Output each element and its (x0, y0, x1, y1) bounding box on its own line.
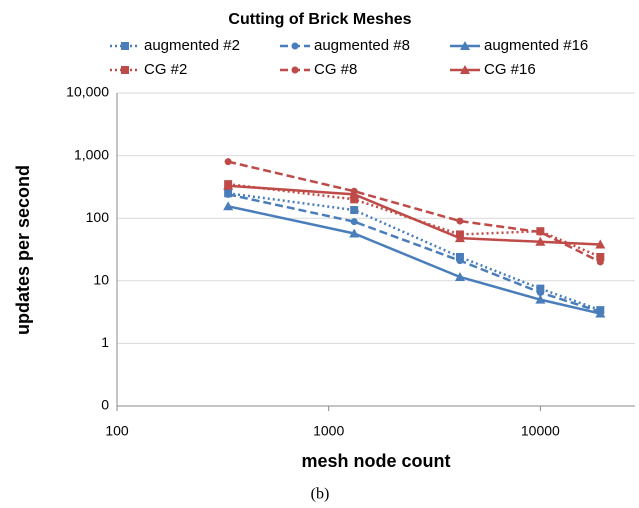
y-tick-label: 0 (101, 397, 109, 413)
chart-title: Cutting of Brick Meshes (228, 11, 411, 28)
x-tick-label: 100 (105, 423, 129, 439)
legend-label: CG #16 (484, 61, 536, 78)
marker (224, 158, 232, 166)
marker (224, 190, 232, 198)
y-tick-label: 10,000 (66, 84, 109, 100)
y-tick-label: 1 (101, 334, 109, 350)
marker (595, 239, 606, 249)
marker (291, 66, 299, 74)
marker (350, 206, 359, 215)
marker (535, 236, 546, 246)
marker (455, 252, 464, 261)
marker (350, 218, 358, 226)
marker (456, 257, 464, 265)
marker (596, 252, 605, 261)
legend-label: CG #8 (314, 61, 357, 78)
marker (536, 289, 544, 297)
caption: (b) (311, 486, 330, 503)
marker (223, 201, 234, 211)
series-line (227, 160, 601, 264)
marker (596, 258, 604, 266)
y-tick-label: 100 (86, 209, 110, 225)
marker (536, 284, 545, 293)
marker (121, 66, 129, 74)
legend-label: CG #2 (144, 61, 187, 78)
y-tick-label: 1,000 (74, 146, 109, 162)
x-tick-label: 1000 (313, 423, 344, 439)
marker (460, 41, 470, 50)
legend-label: augmented #8 (314, 37, 410, 54)
y-tick-label: 10 (93, 272, 109, 288)
marker (350, 195, 359, 204)
marker (595, 308, 606, 318)
marker (223, 180, 234, 190)
marker (454, 272, 465, 282)
y-axis-label: updates per second (13, 165, 33, 335)
marker (454, 233, 465, 243)
marker (535, 294, 546, 304)
marker (349, 189, 360, 199)
legend-label: augmented #16 (484, 37, 588, 54)
legend-label: augmented #2 (144, 37, 240, 54)
marker (349, 228, 360, 238)
series-line (227, 192, 601, 312)
series-line (228, 184, 601, 246)
x-tick-label: 10000 (521, 423, 560, 439)
x-axis-label: mesh node count (301, 451, 450, 471)
series-line (227, 205, 601, 315)
series-line (227, 182, 601, 259)
marker (536, 228, 544, 236)
marker (121, 42, 129, 50)
series-line (227, 193, 601, 313)
marker (460, 65, 470, 74)
marker (291, 42, 299, 50)
marker (456, 217, 464, 225)
